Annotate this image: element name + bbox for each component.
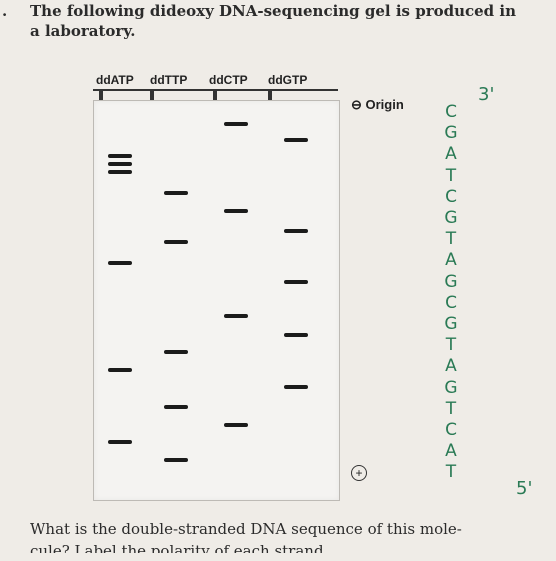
sequence-letter: T [445, 335, 457, 356]
well-ddatp [99, 89, 103, 100]
sequence-letter: A [445, 144, 457, 165]
lane-label-ddctp: ddCTP [209, 73, 248, 87]
sequence-letter: T [445, 229, 457, 250]
question-text-line1: The following dideoxy DNA-sequencing gel… [30, 2, 516, 20]
three-prime-mark: 3' [478, 84, 495, 105]
lane-label-ddatp: ddATP [96, 73, 134, 87]
band [164, 405, 188, 409]
band [108, 368, 132, 372]
lane-label-ddttp: ddTTP [150, 73, 188, 87]
sequence-letter: A [445, 356, 457, 377]
positive-electrode-label: + [351, 465, 367, 481]
band [224, 314, 248, 318]
footer-question-line2: cule? Label the polarity of each strand. [30, 542, 329, 560]
band [284, 333, 308, 337]
band [108, 261, 132, 265]
band [108, 170, 132, 174]
well-ddgtp [268, 89, 272, 100]
sequence-letter: C [445, 102, 457, 122]
sequence-letter: G [444, 123, 458, 144]
footer-question-line1: What is the double-stranded DNA sequence… [30, 520, 462, 538]
sequence-letter: T [445, 165, 457, 186]
sequence-letter: A [445, 441, 457, 462]
sequence-letter: A [445, 250, 457, 271]
question-number: . [2, 2, 8, 20]
band [164, 350, 188, 354]
sequence-letter: T [445, 398, 457, 419]
lane-label-ddgtp: ddGTP [268, 73, 308, 87]
sequence-letter: G [444, 314, 458, 334]
band [284, 280, 308, 284]
band [284, 385, 308, 389]
band [164, 458, 188, 462]
band [284, 229, 308, 233]
band [224, 209, 248, 213]
band [108, 162, 132, 166]
well-ddttp [150, 89, 154, 100]
band [284, 138, 308, 142]
sequence-letter: G [444, 208, 458, 228]
sequence-letter: T [445, 462, 457, 483]
sequence-letter: C [445, 186, 457, 207]
band [224, 423, 248, 427]
well-ddctp [213, 89, 217, 100]
band [224, 122, 248, 126]
origin-label: ⊖ Origin [351, 97, 404, 112]
question-text-line2: a laboratory. [30, 22, 136, 40]
band [108, 440, 132, 444]
band [164, 240, 188, 244]
band [164, 191, 188, 195]
sequencing-gel [93, 100, 340, 501]
sequence-letter: C [445, 292, 457, 313]
band [108, 154, 132, 158]
sequence-letter: G [444, 377, 458, 398]
five-prime-mark: 5' [516, 478, 533, 499]
sequence-letter: G [444, 271, 458, 292]
sequence-letter: C [445, 420, 457, 440]
